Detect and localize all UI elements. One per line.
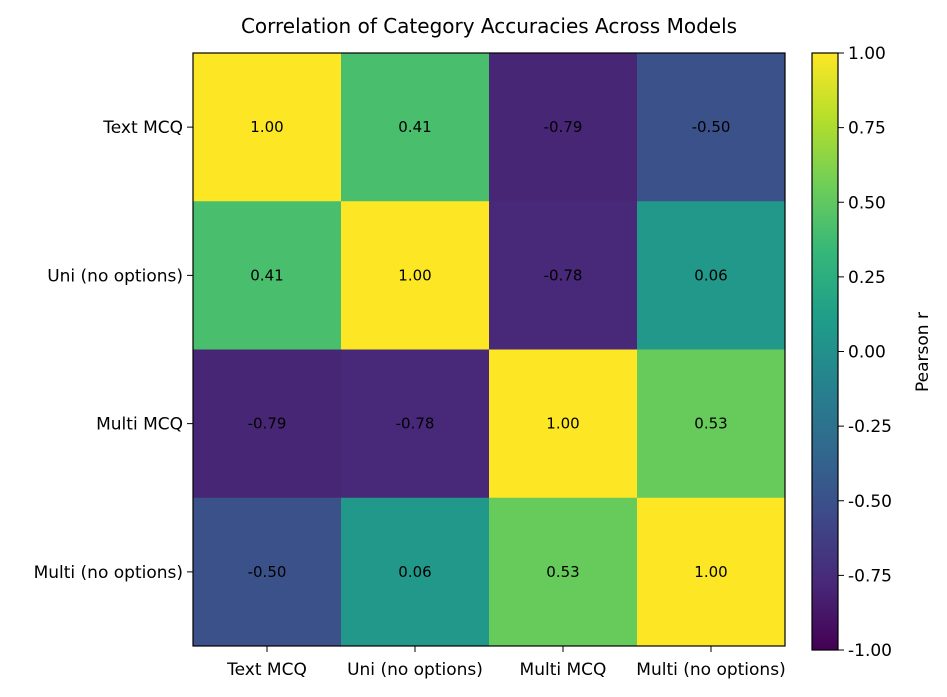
heatmap-cell — [193, 497, 342, 647]
cell-value-label: -0.79 — [544, 118, 583, 136]
x-tick-label: Multi MCQ — [520, 660, 607, 680]
y-tick-label: Text MCQ — [102, 118, 183, 138]
heatmap-cell — [637, 53, 786, 202]
colorbar-label: Pearson r — [913, 312, 933, 392]
colorbar-tick-label: -0.50 — [848, 492, 892, 512]
y-tick-label: Multi MCQ — [96, 415, 183, 435]
heatmap-cell-labels: 1.00 0.41 -0.79 -0.50 0.41 1.00 -0.78 0.06 -0.79… — [248, 118, 731, 581]
x-tick-label: Uni (no options) — [347, 660, 483, 680]
colorbar-tick-label: -1.00 — [848, 641, 892, 661]
heatmap-cell — [489, 349, 638, 499]
colorbar-tick-label: 0.25 — [848, 268, 886, 288]
colorbar — [811, 52, 839, 651]
colorbar-axis: 1.00 0.75 0.50 0.25 0.00 -0.25 -0.50 -0.75 -1.00 — [838, 44, 892, 661]
heatmap-cell — [193, 201, 342, 350]
cell-value-label: 1.00 — [250, 118, 283, 136]
heatmap-cell — [637, 349, 786, 499]
x-tick-label: Text MCQ — [226, 660, 307, 680]
heatmap-cell — [341, 497, 490, 647]
cell-value-label: -0.78 — [396, 415, 435, 433]
colorbar-tick-label: 0.75 — [848, 119, 886, 139]
heatmap-cell — [341, 201, 490, 350]
cell-value-label: 1.00 — [694, 563, 727, 581]
heatmap-cell — [193, 349, 342, 499]
heatmap-cell — [637, 497, 786, 647]
colorbar-tick-label: -0.75 — [848, 566, 892, 586]
colorbar-tick-label: 1.00 — [848, 44, 886, 64]
cell-value-label: -0.78 — [544, 266, 583, 284]
cell-value-label: 0.53 — [694, 415, 727, 433]
chart-title: Correlation of Category Accuracies Acros… — [241, 14, 737, 38]
cell-value-label: -0.79 — [248, 415, 287, 433]
y-axis: Text MCQ Uni (no options) Multi MCQ Multi (… — [34, 118, 193, 583]
cell-value-label: 0.06 — [398, 563, 431, 581]
cell-value-label: 0.53 — [546, 563, 579, 581]
y-tick-label: Uni (no options) — [47, 266, 183, 286]
cell-value-label: -0.50 — [248, 563, 287, 581]
x-tick-label: Multi (no options) — [636, 660, 785, 680]
colorbar-tick-label: 0.50 — [848, 193, 886, 213]
heatmap-cell — [341, 53, 490, 202]
heatmap-cell — [637, 201, 786, 350]
cell-value-label: 1.00 — [398, 266, 431, 284]
colorbar-tick-label: 0.00 — [848, 343, 886, 363]
heatmap-cell — [489, 53, 638, 202]
cell-value-label: 0.41 — [250, 266, 283, 284]
y-tick-label: Multi (no options) — [34, 563, 183, 583]
heatmap-cell — [489, 201, 638, 350]
heatmap-cell — [193, 53, 342, 202]
cell-value-label: 0.41 — [398, 118, 431, 136]
heatmap-frame — [192, 52, 786, 647]
cell-value-label: -0.50 — [692, 118, 731, 136]
cell-value-label: 0.06 — [694, 266, 727, 284]
colorbar-tick-label: -0.25 — [848, 417, 892, 437]
heatmap-cell — [489, 497, 638, 647]
heatmap-cells — [193, 53, 786, 647]
x-axis: Text MCQ Uni (no options) Multi MCQ Multi (… — [226, 646, 786, 680]
cell-value-label: 1.00 — [546, 415, 579, 433]
heatmap-cell — [341, 349, 490, 499]
